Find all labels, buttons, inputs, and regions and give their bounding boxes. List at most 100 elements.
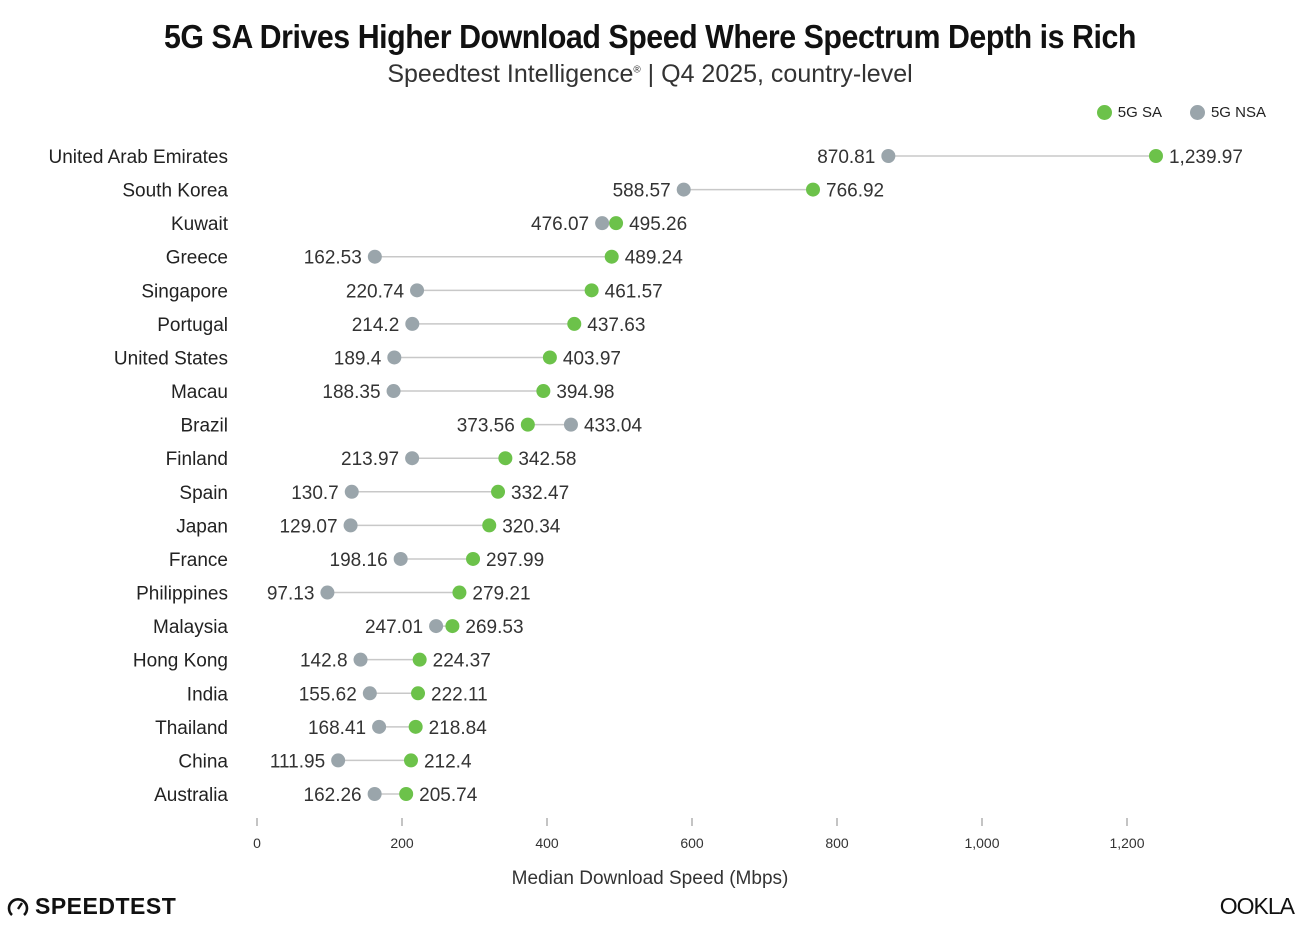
dot-nsa bbox=[320, 585, 335, 600]
dot-nsa bbox=[563, 417, 578, 432]
data-label-sa: 342.58 bbox=[518, 449, 576, 470]
data-label-nsa: 220.74 bbox=[346, 281, 405, 302]
dot-nsa bbox=[405, 316, 420, 331]
dot-sa bbox=[604, 249, 619, 264]
subtitle-brand: Speedtest Intelligence bbox=[387, 60, 634, 88]
data-label-sa: 495.26 bbox=[629, 214, 687, 235]
data-label-sa: 269.53 bbox=[465, 617, 523, 638]
dot-nsa bbox=[405, 451, 420, 466]
x-tick-label: 0 bbox=[253, 835, 261, 851]
dot-sa bbox=[466, 551, 481, 566]
dot-nsa bbox=[367, 249, 382, 264]
speedtest-logo-text: SPEEDTEST bbox=[35, 893, 177, 919]
data-label-sa: 212.4 bbox=[424, 751, 472, 772]
category-label: Spain bbox=[179, 483, 228, 504]
data-label-nsa: 433.04 bbox=[584, 416, 643, 437]
data-label-sa: 332.47 bbox=[511, 483, 569, 504]
speedometer-icon bbox=[7, 897, 29, 916]
category-label: India bbox=[187, 684, 229, 705]
data-label-nsa: 247.01 bbox=[365, 617, 423, 638]
chart-title: 5G SA Drives Higher Download Speed Where… bbox=[163, 18, 1136, 55]
dot-sa bbox=[1148, 149, 1163, 163]
data-label-nsa: 162.26 bbox=[304, 785, 362, 806]
category-label: Philippines bbox=[136, 584, 228, 605]
category-label: Australia bbox=[154, 785, 228, 806]
data-label-sa: 320.34 bbox=[502, 516, 561, 537]
dot-nsa bbox=[595, 216, 610, 231]
dot-sa bbox=[498, 451, 513, 466]
category-label: Brazil bbox=[180, 416, 228, 437]
dot-nsa bbox=[393, 551, 408, 566]
category-label: Finland bbox=[166, 449, 228, 470]
data-label-sa: 279.21 bbox=[472, 584, 530, 605]
x-tick-label: 800 bbox=[825, 835, 849, 851]
dot-nsa bbox=[881, 149, 896, 163]
data-label-sa: 222.11 bbox=[431, 684, 488, 705]
category-label: Thailand bbox=[155, 718, 228, 739]
dot-sa bbox=[584, 283, 599, 298]
data-label-nsa: 97.13 bbox=[267, 584, 315, 605]
dot-sa bbox=[542, 350, 557, 365]
dot-nsa bbox=[386, 384, 401, 399]
dot-sa bbox=[482, 518, 497, 533]
data-label-sa: 224.37 bbox=[433, 651, 491, 672]
data-label-sa: 403.97 bbox=[563, 348, 621, 369]
x-tick-label: 600 bbox=[680, 835, 704, 851]
data-label-sa: 394.98 bbox=[556, 382, 614, 403]
legend-swatch-sa bbox=[1096, 105, 1112, 120]
data-label-nsa: 214.2 bbox=[352, 315, 400, 336]
data-label-nsa: 213.97 bbox=[341, 449, 399, 470]
legend-label: 5G SA bbox=[1117, 104, 1162, 121]
category-label: Kuwait bbox=[171, 214, 229, 235]
data-label-sa: 373.56 bbox=[457, 416, 515, 437]
category-label: France bbox=[169, 550, 228, 571]
legend-label: 5G NSA bbox=[1210, 104, 1266, 121]
dot-nsa bbox=[372, 719, 387, 734]
dot-sa bbox=[408, 719, 423, 734]
category-label: South Korea bbox=[122, 181, 228, 202]
x-axis-label: Median Download Speed (Mbps) bbox=[511, 868, 789, 889]
data-label-nsa: 142.8 bbox=[300, 651, 348, 672]
legend-swatch-nsa bbox=[1189, 105, 1205, 120]
x-tick-label: 1,000 bbox=[964, 835, 999, 851]
dot-nsa bbox=[362, 686, 377, 701]
data-label-nsa: 189.4 bbox=[334, 348, 382, 369]
dot-nsa bbox=[331, 753, 346, 768]
data-label-nsa: 111.95 bbox=[270, 751, 325, 772]
data-label-sa: 461.57 bbox=[605, 281, 663, 302]
dot-sa bbox=[520, 417, 535, 432]
category-label: Portugal bbox=[157, 315, 228, 336]
dot-nsa bbox=[410, 283, 425, 298]
legend-item-5g-nsa: 5G NSA bbox=[1189, 104, 1266, 121]
dot-sa bbox=[452, 585, 467, 600]
category-label: China bbox=[178, 751, 228, 772]
dot-nsa bbox=[676, 182, 691, 197]
dot-nsa bbox=[344, 484, 359, 499]
data-label-nsa: 129.07 bbox=[279, 516, 337, 537]
data-label-nsa: 870.81 bbox=[817, 147, 875, 168]
data-label-nsa: 162.53 bbox=[304, 248, 362, 269]
dot-sa bbox=[609, 216, 624, 231]
x-tick-label: 400 bbox=[535, 835, 559, 851]
dot-nsa bbox=[429, 619, 444, 634]
data-label-sa: 489.24 bbox=[625, 248, 684, 269]
dot-nsa bbox=[367, 787, 382, 801]
dot-sa bbox=[399, 787, 414, 801]
registered-mark: ® bbox=[633, 64, 641, 76]
dot-nsa bbox=[387, 350, 402, 365]
data-label-nsa: 155.62 bbox=[299, 684, 357, 705]
data-label-nsa: 588.57 bbox=[613, 181, 671, 202]
category-label: Hong Kong bbox=[133, 651, 228, 672]
data-label-sa: 437.63 bbox=[587, 315, 645, 336]
category-label: Macau bbox=[171, 382, 228, 403]
data-label-sa: 218.84 bbox=[429, 718, 488, 739]
dot-sa bbox=[412, 652, 427, 667]
dot-sa bbox=[536, 384, 551, 399]
category-label: Malaysia bbox=[153, 617, 228, 638]
data-label-sa: 297.99 bbox=[486, 550, 544, 571]
data-label-nsa: 198.16 bbox=[330, 550, 388, 571]
category-label: Greece bbox=[166, 248, 228, 269]
category-label: Japan bbox=[176, 516, 228, 537]
dot-nsa bbox=[343, 518, 358, 533]
